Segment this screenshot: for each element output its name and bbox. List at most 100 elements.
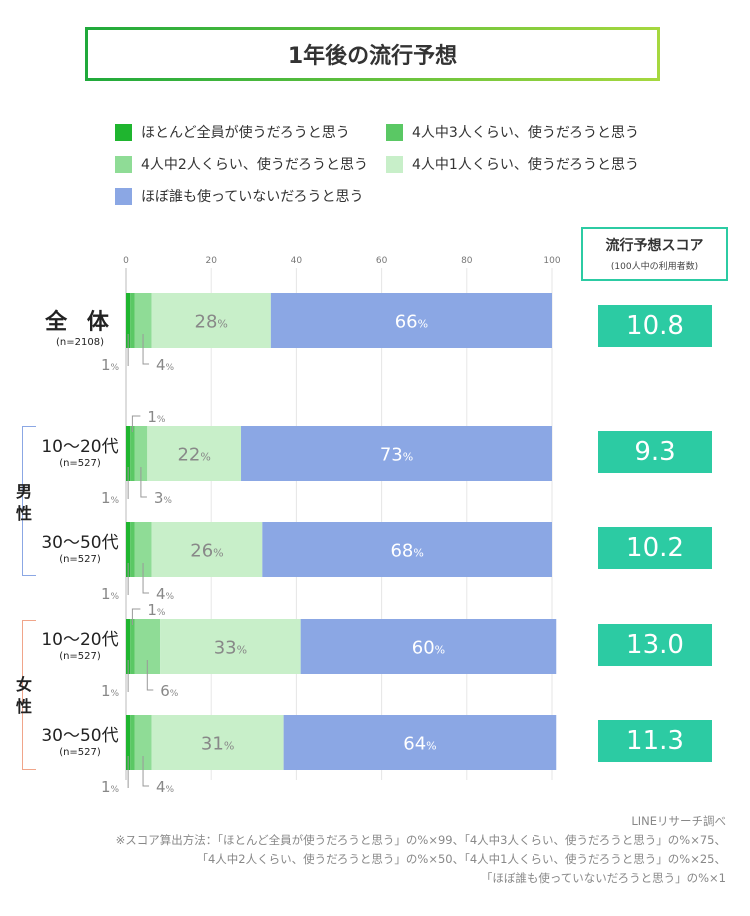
bar-segment [147, 426, 242, 481]
legend-item-quarter: 4人中1人くらい、使うだろうと思う [386, 154, 639, 174]
x-tick-label: 80 [461, 256, 473, 266]
legend-swatch [115, 155, 132, 173]
callout-line [131, 415, 141, 432]
data-label: 6% [160, 682, 179, 700]
legend-swatch [115, 187, 132, 205]
legend-label: 4人中2人くらい、使うだろうと思う [141, 157, 368, 173]
footer-note-2: 「4人中2人くらい、使うだろうと思う」の%×50、「4人中1人くらい、使うだろう… [196, 852, 726, 866]
bar-segment [134, 522, 152, 577]
male-bracket [22, 426, 36, 576]
data-label: 1% [101, 585, 120, 603]
footer-note-3: 「ほぼ誰も使っていないだろうと思う」の%×1 [480, 871, 726, 885]
bar-segment [151, 522, 263, 577]
legend-item-half: 4人中2人くらい、使うだろうと思う [115, 154, 368, 174]
data-label: 1% [101, 356, 120, 374]
callout-line [142, 756, 150, 787]
row-label-male-10-20: 10〜20代 (n=527) [30, 432, 130, 469]
bar-segment [241, 426, 552, 481]
legend: ほとんど全員が使うだろうと思う 4人中3人くらい、使うだろうと思う 4人中2人く… [115, 118, 675, 218]
data-label: 31% [201, 734, 234, 755]
x-tick-label: 0 [123, 256, 129, 266]
legend-label: 4人中3人くらい、使うだろうと思う [412, 125, 639, 141]
row-label-n: (n=527) [59, 747, 101, 758]
row-label-n: (n=2108) [56, 337, 104, 348]
row-label-main: 30〜50代 [41, 726, 119, 746]
x-tick-label: 20 [205, 256, 217, 266]
row-label-total: 全 体 (n=2108) [30, 304, 130, 348]
legend-swatch [386, 155, 403, 173]
bar-segment [262, 522, 552, 577]
x-tick-label: 60 [376, 256, 388, 266]
score-box-female-10-20: 13.0 [598, 624, 712, 666]
chart-title: 1年後の流行予想 [85, 27, 660, 81]
bar-segment [126, 426, 131, 481]
bar-segment [151, 293, 271, 348]
bar-segment [151, 715, 284, 770]
bar-segment [126, 293, 131, 348]
bar-segment [130, 619, 135, 674]
data-label: 1% [101, 682, 120, 700]
row-label-main: 30〜50代 [41, 533, 119, 553]
male-group-label: 男性 [15, 482, 32, 523]
bar-segment [160, 619, 301, 674]
footer-note-1: ※スコア算出方法：「ほとんど全員が使うだろうと思う」の%×99、「4人中3人くら… [115, 833, 726, 847]
data-label: 22% [177, 445, 210, 466]
row-label-main: 10〜20代 [41, 437, 119, 457]
legend-item-all: ほとんど全員が使うだろうと思う [115, 122, 350, 142]
score-header-title: 流行予想スコア [605, 238, 704, 254]
data-label: 1% [147, 601, 166, 619]
bar-segment [300, 619, 557, 674]
bar-segment [134, 715, 152, 770]
score-box-female-30-50: 11.3 [598, 720, 712, 762]
data-label: 4% [156, 585, 175, 603]
row-label-main: 10〜20代 [41, 630, 119, 650]
row-label-female-10-20: 10〜20代 (n=527) [30, 625, 130, 662]
data-label: 73% [380, 445, 413, 466]
footer: LINEリサーチ調べ ※スコア算出方法：「ほとんど全員が使うだろうと思う」の%×… [116, 812, 726, 888]
data-label: 1% [101, 489, 120, 507]
score-header-subtitle: (100人中の利用者数) [610, 262, 699, 272]
footer-source: LINEリサーチ調べ [631, 814, 726, 828]
data-label: 28% [195, 312, 228, 333]
data-label: 60% [412, 638, 445, 659]
row-label-n: (n=527) [59, 651, 101, 662]
data-label: 3% [154, 489, 173, 507]
data-label: 64% [403, 734, 436, 755]
score-box-male-10-20: 9.3 [598, 431, 712, 473]
callout-line [142, 563, 150, 594]
data-label: 33% [214, 638, 247, 659]
bar-segment [126, 715, 131, 770]
bar-segment [130, 293, 135, 348]
x-tick-label: 100 [543, 256, 560, 266]
x-tick-label: 40 [291, 256, 303, 266]
legend-swatch [115, 123, 132, 141]
callout-line [131, 608, 141, 625]
score-box-total: 10.8 [598, 305, 712, 347]
row-label-male-30-50: 30〜50代 (n=527) [30, 528, 130, 565]
legend-item-three-quarters: 4人中3人くらい、使うだろうと思う [386, 122, 639, 142]
legend-label: ほぼ誰も使っていないだろうと思う [141, 189, 364, 205]
legend-item-nobody: ほぼ誰も使っていないだろうと思う [115, 186, 363, 206]
data-label: 4% [156, 356, 175, 374]
female-bracket [22, 620, 36, 770]
bar-segment [283, 715, 557, 770]
score-box-male-30-50: 10.2 [598, 527, 712, 569]
callout-line [142, 334, 150, 365]
data-label: 66% [395, 312, 428, 333]
data-label: 26% [190, 541, 223, 562]
legend-label: 4人中1人くらい、使うだろうと思う [412, 157, 639, 173]
data-label: 4% [156, 778, 175, 796]
data-label: 68% [390, 541, 423, 562]
callout-line [146, 660, 154, 691]
female-group-label: 女性 [15, 675, 32, 716]
bar-segment [270, 293, 552, 348]
bar-segment [130, 426, 135, 481]
row-label-n: (n=527) [59, 554, 101, 565]
bar-segment [134, 293, 152, 348]
score-header: 流行予想スコア (100人中の利用者数) [581, 227, 728, 281]
row-label-main: 全 体 [45, 310, 115, 335]
legend-label: ほとんど全員が使うだろうと思う [141, 125, 350, 141]
legend-swatch [386, 123, 403, 141]
data-label: 1% [101, 778, 120, 796]
